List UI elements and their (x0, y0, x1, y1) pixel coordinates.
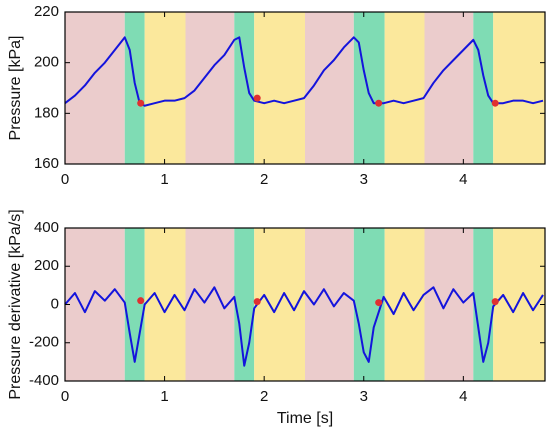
y-tick-label: 200 (34, 257, 59, 274)
y-tick-label: -400 (29, 372, 59, 389)
phase-band (473, 12, 494, 164)
y-tick-label: 160 (34, 155, 59, 172)
phase-band (65, 228, 125, 381)
phase-band (424, 12, 474, 164)
phase-band (384, 228, 425, 381)
x-tick-label: 4 (459, 388, 467, 405)
x-tick-label: 4 (459, 171, 467, 188)
x-tick-label: 2 (260, 171, 268, 188)
event-marker (375, 299, 383, 307)
event-marker (491, 99, 499, 107)
event-marker (137, 99, 145, 107)
phase-band (424, 228, 474, 381)
event-marker (253, 298, 261, 306)
phase-band (144, 228, 186, 381)
y-axis-label: Pressure derivative [kPa/s] (7, 209, 24, 399)
x-axis-label: Time [s] (277, 410, 333, 427)
y-tick-label: 400 (34, 219, 59, 236)
axes-frame (64, 11, 546, 165)
y-tick-label: 220 (34, 3, 59, 20)
event-marker (491, 298, 499, 306)
x-tick-label: 0 (61, 388, 69, 405)
y-axis-label: Pressure [kPa] (7, 36, 24, 141)
phase-band (254, 12, 305, 164)
x-tick-label: 1 (160, 171, 168, 188)
x-tick-label: 3 (360, 388, 368, 405)
data-line (64, 286, 544, 367)
phase-band (493, 12, 545, 164)
y-tick-label: -200 (29, 334, 59, 351)
phase-band (185, 228, 235, 381)
x-tick-label: 2 (260, 388, 268, 405)
x-tick-label: 0 (61, 171, 69, 188)
phase-band (65, 12, 125, 164)
phase-band (234, 12, 255, 164)
y-tick-label: 180 (34, 104, 59, 121)
event-marker (137, 297, 145, 305)
phase-band (185, 12, 235, 164)
y-tick-label: 200 (34, 54, 59, 71)
phase-band (353, 12, 385, 164)
y-tick-label: 0 (51, 295, 59, 312)
phase-band (144, 12, 186, 164)
phase-band (384, 12, 425, 164)
x-tick-label: 1 (160, 388, 168, 405)
phase-band (305, 228, 354, 381)
phase-band (124, 12, 145, 164)
phase-band (124, 228, 145, 381)
event-marker (375, 99, 383, 107)
x-tick-label: 3 (360, 171, 368, 188)
event-marker (253, 94, 261, 102)
